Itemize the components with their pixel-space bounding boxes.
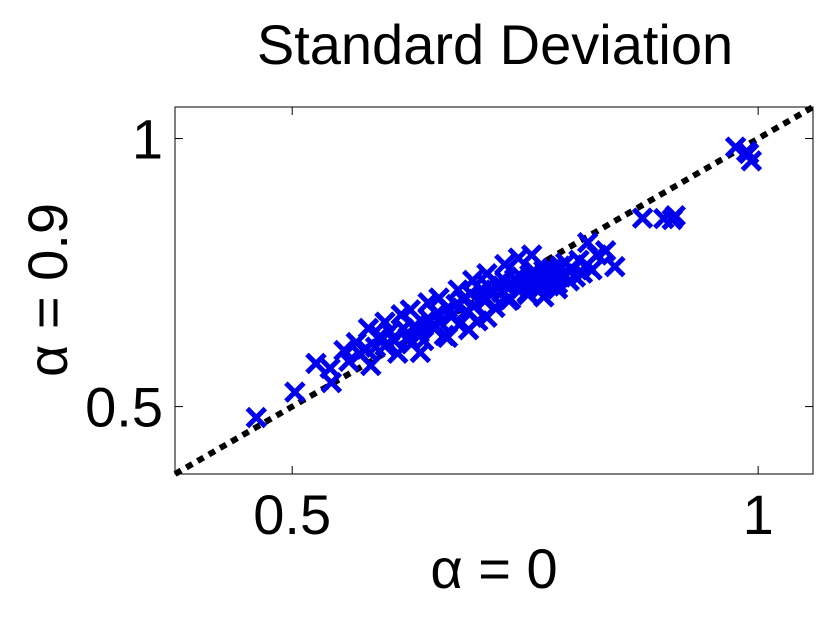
- plot-area: 0.5 1 0.5 1: [85, 104, 815, 546]
- data-point: [494, 253, 516, 276]
- data-point-stroke: [462, 295, 485, 318]
- y-axis-label: α = 0.9: [16, 203, 79, 377]
- x-tick-label: 1: [743, 483, 774, 546]
- data-point: [476, 306, 498, 328]
- x-axis-label: α = 0: [430, 537, 557, 600]
- data-point: [333, 339, 355, 362]
- data-point-stroke: [737, 142, 760, 165]
- plot-frame: [174, 106, 814, 475]
- data-point-stroke: [724, 136, 747, 158]
- data-point: [357, 317, 380, 340]
- data-point: [360, 354, 382, 377]
- data-point: [631, 207, 654, 229]
- data-point: [429, 312, 451, 334]
- data-point: [461, 269, 484, 292]
- y-tick-label: 0.5: [85, 376, 163, 439]
- data-point-stroke: [428, 287, 450, 309]
- data-point: [374, 311, 396, 333]
- data-point: [517, 283, 539, 306]
- data-point-stroke: [409, 341, 432, 364]
- data-point-stroke: [436, 326, 459, 349]
- data-point-stroke: [429, 312, 451, 334]
- y-tick-label: 1: [132, 108, 163, 171]
- data-point-stroke: [386, 342, 409, 364]
- data-point: [581, 259, 603, 281]
- data-point-stroke: [457, 318, 480, 341]
- data-point: [447, 279, 469, 301]
- chart-title: Standard Deviation: [257, 13, 733, 76]
- data-point-stroke: [378, 320, 401, 343]
- data-point-stroke: [357, 317, 380, 340]
- data-point-stroke: [305, 352, 327, 375]
- data-point: [428, 287, 450, 309]
- data-point-stroke: [604, 255, 626, 278]
- data-point: [533, 286, 555, 308]
- data-point: [497, 289, 520, 312]
- data-point: [320, 371, 343, 394]
- data-point: [476, 262, 498, 285]
- data-point-stroke: [476, 262, 498, 285]
- data-point-stroke: [517, 283, 539, 306]
- data-point: [245, 406, 268, 429]
- data-point-stroke: [320, 371, 343, 394]
- data-point-stroke: [245, 406, 268, 429]
- data-point: [417, 291, 439, 314]
- data-point-stroke: [374, 311, 396, 333]
- data-point-stroke: [447, 279, 469, 301]
- data-point-stroke: [284, 381, 306, 403]
- data-point: [305, 352, 327, 375]
- data-point: [409, 341, 432, 364]
- data-point: [386, 342, 409, 364]
- data-point: [436, 326, 459, 349]
- data-point: [546, 278, 569, 300]
- data-point-stroke: [664, 204, 687, 227]
- data-point: [740, 150, 763, 172]
- data-point: [520, 244, 543, 266]
- data-point-stroke: [507, 247, 530, 269]
- data-point-stroke: [476, 306, 498, 328]
- data-point: [457, 318, 480, 341]
- data-point-stroke: [520, 244, 543, 266]
- data-point-stroke: [360, 354, 382, 377]
- data-point-stroke: [533, 286, 555, 308]
- data-point-stroke: [497, 289, 520, 312]
- data-point-stroke: [581, 259, 603, 281]
- data-point-stroke: [333, 339, 355, 362]
- data-point: [390, 303, 412, 326]
- data-point-stroke: [576, 231, 599, 254]
- data-point-stroke: [417, 291, 439, 314]
- data-point-stroke: [740, 150, 763, 172]
- data-point-stroke: [390, 303, 412, 326]
- data-point-stroke: [494, 253, 516, 276]
- data-point: [284, 381, 306, 403]
- data-point-stroke: [594, 240, 617, 262]
- x-tick-label: 0.5: [253, 483, 331, 546]
- data-point-stroke: [631, 207, 654, 229]
- data-point: [594, 240, 617, 262]
- data-point-stroke: [461, 269, 484, 292]
- data-point: [604, 255, 626, 278]
- data-point-stroke: [546, 278, 569, 300]
- data-point: [664, 204, 687, 227]
- data-point: [576, 231, 599, 254]
